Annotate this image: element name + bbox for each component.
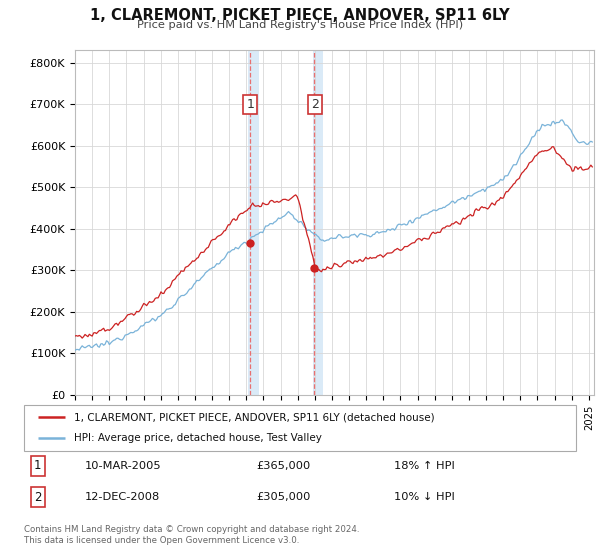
Text: 1: 1 bbox=[246, 98, 254, 111]
Text: Price paid vs. HM Land Registry's House Price Index (HPI): Price paid vs. HM Land Registry's House … bbox=[137, 20, 463, 30]
Text: 2: 2 bbox=[34, 491, 41, 504]
Text: 10% ↓ HPI: 10% ↓ HPI bbox=[394, 492, 455, 502]
Bar bbox=[313, 50, 323, 395]
Text: £365,000: £365,000 bbox=[256, 461, 310, 471]
Bar bbox=[248, 50, 259, 395]
Text: HPI: Average price, detached house, Test Valley: HPI: Average price, detached house, Test… bbox=[74, 433, 322, 444]
Text: 2: 2 bbox=[311, 98, 319, 111]
Text: 1: 1 bbox=[34, 459, 41, 473]
Text: 1, CLAREMONT, PICKET PIECE, ANDOVER, SP11 6LY (detached house): 1, CLAREMONT, PICKET PIECE, ANDOVER, SP1… bbox=[74, 412, 434, 422]
Text: £305,000: £305,000 bbox=[256, 492, 310, 502]
Text: 10-MAR-2005: 10-MAR-2005 bbox=[85, 461, 161, 471]
Text: 18% ↑ HPI: 18% ↑ HPI bbox=[394, 461, 455, 471]
Text: 12-DEC-2008: 12-DEC-2008 bbox=[85, 492, 160, 502]
FancyBboxPatch shape bbox=[24, 405, 576, 451]
Text: 1, CLAREMONT, PICKET PIECE, ANDOVER, SP11 6LY: 1, CLAREMONT, PICKET PIECE, ANDOVER, SP1… bbox=[90, 8, 510, 24]
Text: Contains HM Land Registry data © Crown copyright and database right 2024.
This d: Contains HM Land Registry data © Crown c… bbox=[24, 525, 359, 545]
